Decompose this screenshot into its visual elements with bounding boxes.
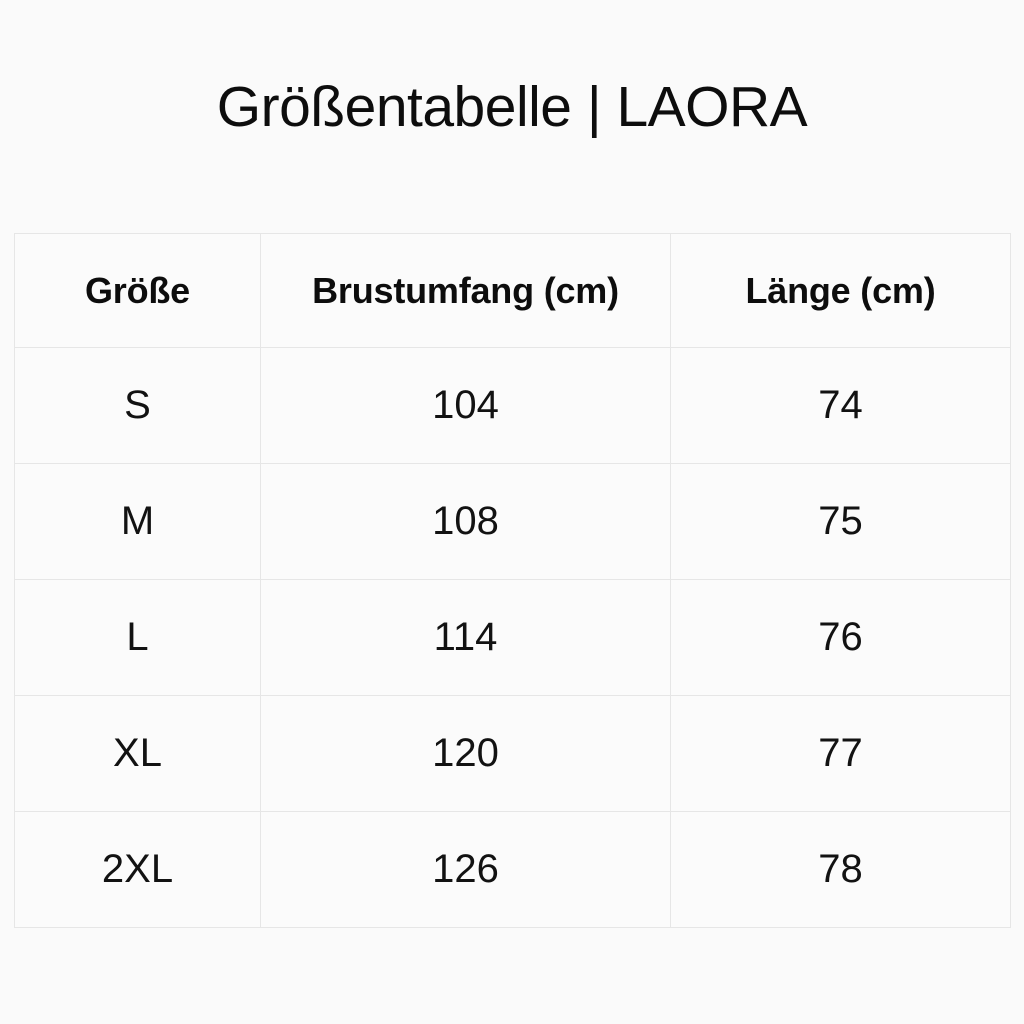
cell-length: 76: [670, 579, 1011, 696]
cell-length: 75: [670, 463, 1011, 580]
cell-chest: 120: [260, 695, 671, 812]
cell-chest: 104: [260, 347, 671, 464]
size-table-header: Größe Brustumfang (cm) Länge (cm): [14, 233, 1011, 348]
cell-chest: 126: [260, 811, 671, 928]
column-header-length: Länge (cm): [670, 233, 1011, 348]
cell-size: 2XL: [14, 811, 261, 928]
table-header-row: Größe Brustumfang (cm) Länge (cm): [14, 233, 1011, 348]
cell-length: 78: [670, 811, 1011, 928]
cell-chest: 108: [260, 463, 671, 580]
table-row: 2XL 126 78: [14, 811, 1011, 928]
cell-chest: 114: [260, 579, 671, 696]
cell-length: 74: [670, 347, 1011, 464]
cell-size: XL: [14, 695, 261, 812]
column-header-size: Größe: [14, 233, 261, 348]
table-row: XL 120 77: [14, 695, 1011, 812]
table-row: L 114 76: [14, 579, 1011, 696]
cell-size: M: [14, 463, 261, 580]
table-row: M 108 75: [14, 463, 1011, 580]
cell-length: 77: [670, 695, 1011, 812]
cell-size: S: [14, 347, 261, 464]
size-table-body: S 104 74 M 108 75 L 114 76 XL 120 77: [14, 347, 1011, 928]
table-row: S 104 74: [14, 347, 1011, 464]
column-header-chest: Brustumfang (cm): [260, 233, 671, 348]
cell-size: L: [14, 579, 261, 696]
page-title: Größentabelle | LAORA: [216, 75, 808, 139]
size-table: Größe Brustumfang (cm) Länge (cm) S 104 …: [14, 233, 1011, 928]
size-table-container: Größe Brustumfang (cm) Länge (cm) S 104 …: [14, 233, 1011, 928]
